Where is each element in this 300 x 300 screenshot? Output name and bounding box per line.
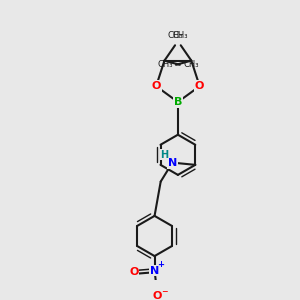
- Text: CH₃: CH₃: [157, 60, 172, 69]
- Text: N: N: [168, 158, 177, 168]
- Text: ⁻: ⁻: [161, 288, 167, 300]
- Text: +: +: [157, 260, 164, 269]
- Text: O: O: [195, 81, 204, 91]
- Text: O: O: [152, 291, 161, 300]
- Text: B: B: [174, 97, 182, 107]
- Text: CH₃: CH₃: [173, 31, 188, 40]
- Text: O: O: [152, 81, 161, 91]
- Text: O: O: [129, 267, 139, 277]
- Text: H: H: [160, 150, 169, 160]
- Text: CH₃: CH₃: [167, 31, 183, 40]
- Text: CH₃: CH₃: [183, 60, 199, 69]
- Text: N: N: [150, 266, 159, 276]
